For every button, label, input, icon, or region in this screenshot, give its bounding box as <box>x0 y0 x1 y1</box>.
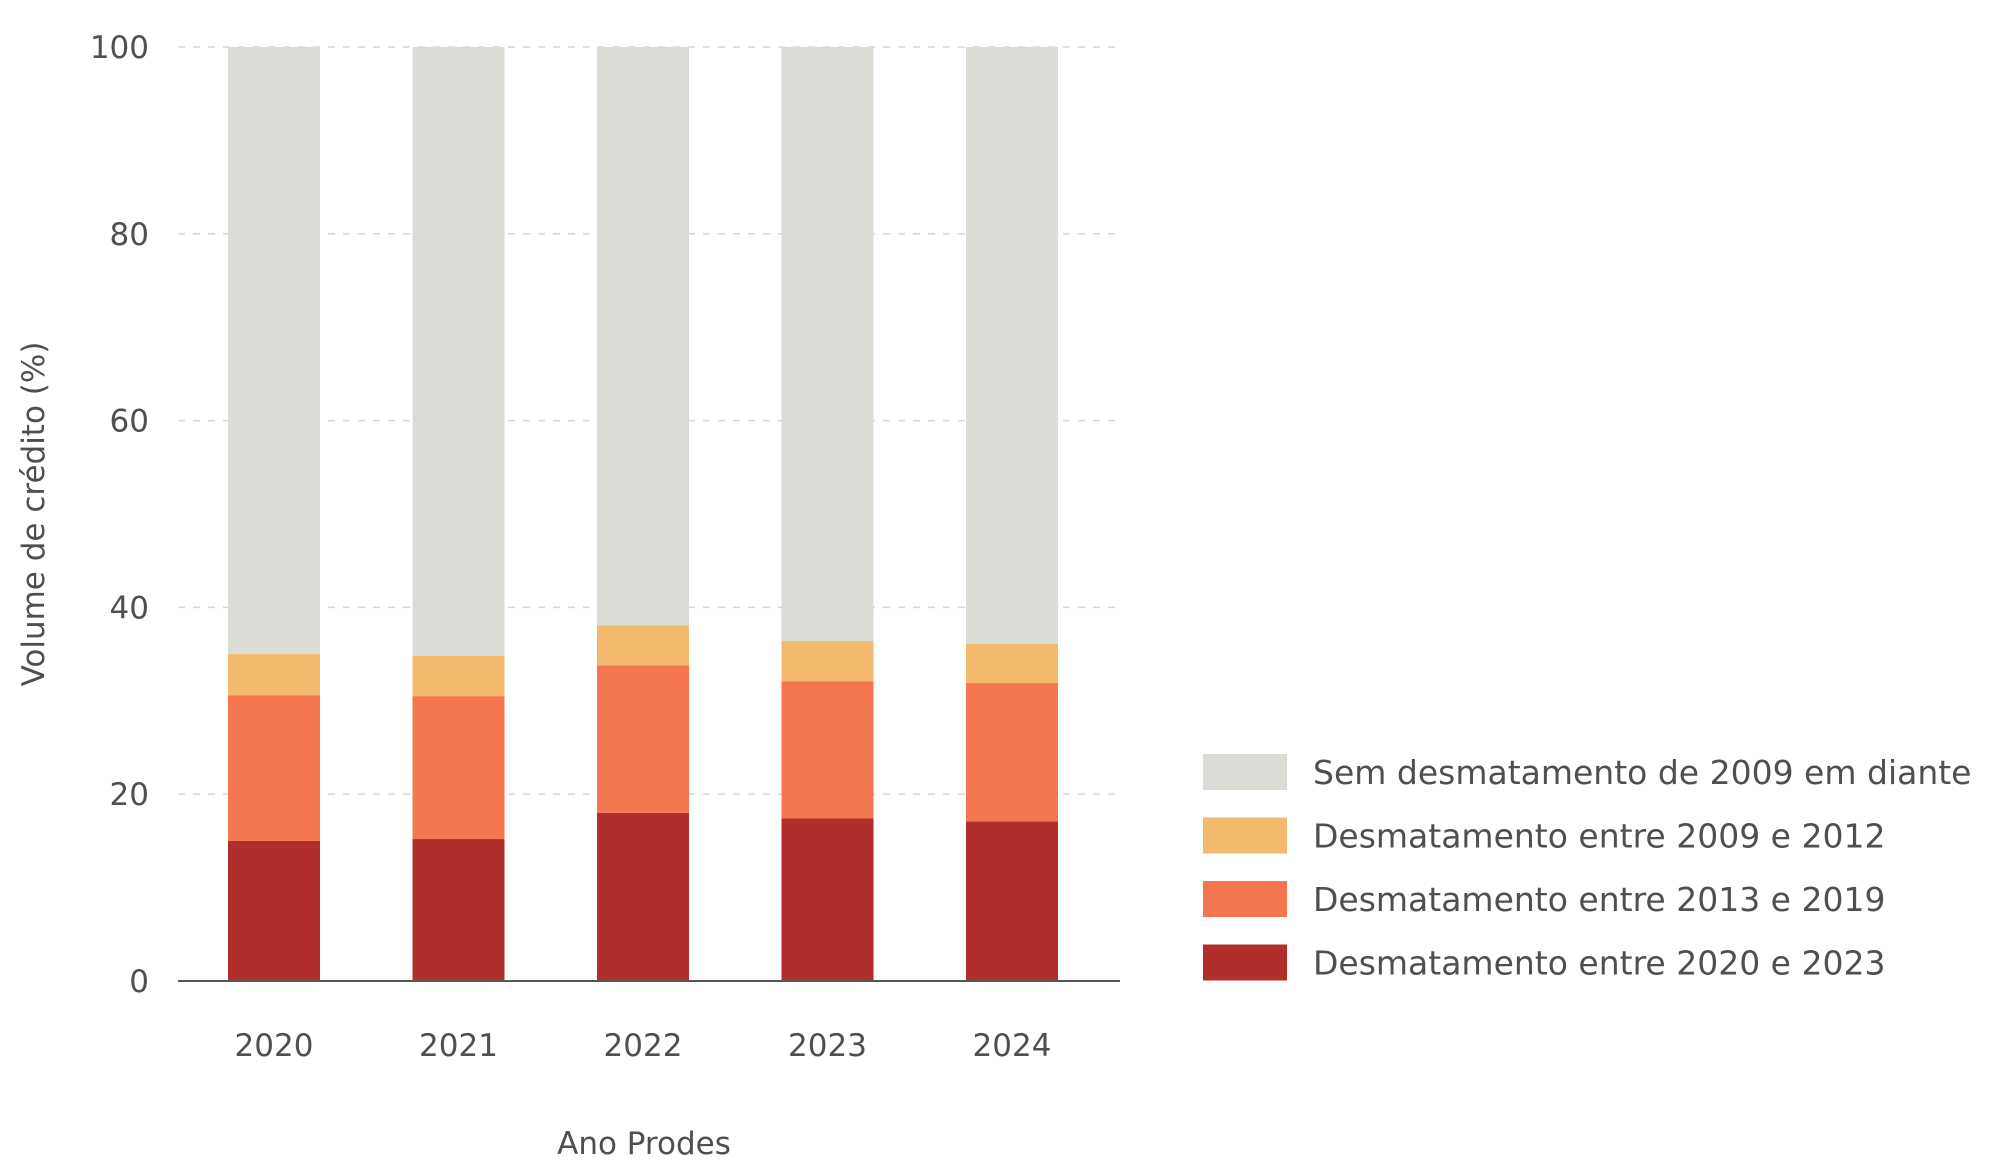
legend-label: Sem desmatamento de 2009 em diante <box>1313 753 1972 792</box>
y-tick-label: 80 <box>110 217 149 253</box>
legend-label: Desmatamento entre 2020 e 2023 <box>1313 944 1885 983</box>
bar-2023-series-1 <box>781 681 874 819</box>
x-axis-title: Ano Prodes <box>557 1126 731 1162</box>
bar-2020-series-1 <box>228 695 320 841</box>
y-axis-ticks: 0 20 40 60 80 100 <box>90 30 149 1000</box>
x-tick-label: 2021 <box>419 1028 498 1064</box>
bar-2023-series-2 <box>781 641 874 682</box>
legend-swatch <box>1203 881 1287 917</box>
x-axis-ticks: 2020 2021 2022 2023 2024 <box>235 1028 1052 1064</box>
legend-swatch <box>1203 944 1287 981</box>
legend: Sem desmatamento de 2009 em diante Desmat… <box>1203 753 1972 983</box>
bar-2023-series-3 <box>781 47 874 642</box>
bar-2022-series-2 <box>597 625 689 666</box>
legend-label: Desmatamento entre 2009 e 2012 <box>1313 817 1885 856</box>
bar-2024-series-1 <box>966 683 1058 822</box>
legend-swatch <box>1203 817 1287 854</box>
legend-label: Desmatamento entre 2013 e 2019 <box>1313 880 1885 919</box>
y-tick-label: 0 <box>129 964 149 1000</box>
y-axis-title: Volume de crédito (%) <box>16 342 52 687</box>
y-tick-label: 60 <box>110 404 149 440</box>
bar-2022-series-1 <box>597 665 689 813</box>
bar-2021-series-3 <box>412 47 505 656</box>
bar-2021-series-2 <box>412 655 505 697</box>
bar-2023-series-0 <box>781 818 874 981</box>
x-tick-label: 2023 <box>788 1028 867 1064</box>
bar-2020-series-2 <box>228 654 320 696</box>
bar-2022-series-0 <box>597 812 689 981</box>
bar-2022-series-3 <box>597 47 689 626</box>
y-tick-label: 40 <box>110 590 149 626</box>
bar-2020-series-3 <box>228 47 320 655</box>
bar-2024-series-2 <box>966 643 1058 684</box>
bar-2021-series-0 <box>412 839 505 981</box>
bar-2024-series-3 <box>966 47 1058 644</box>
x-tick-label: 2020 <box>235 1028 314 1064</box>
legend-swatch <box>1203 754 1287 790</box>
x-tick-label: 2024 <box>973 1028 1052 1064</box>
y-tick-label: 100 <box>90 30 149 66</box>
x-tick-label: 2022 <box>604 1028 683 1064</box>
bars <box>228 47 1058 981</box>
bar-2021-series-1 <box>412 696 505 840</box>
bar-2024-series-0 <box>966 821 1058 981</box>
y-tick-label: 20 <box>110 777 149 813</box>
bar-2020-series-0 <box>228 840 320 981</box>
